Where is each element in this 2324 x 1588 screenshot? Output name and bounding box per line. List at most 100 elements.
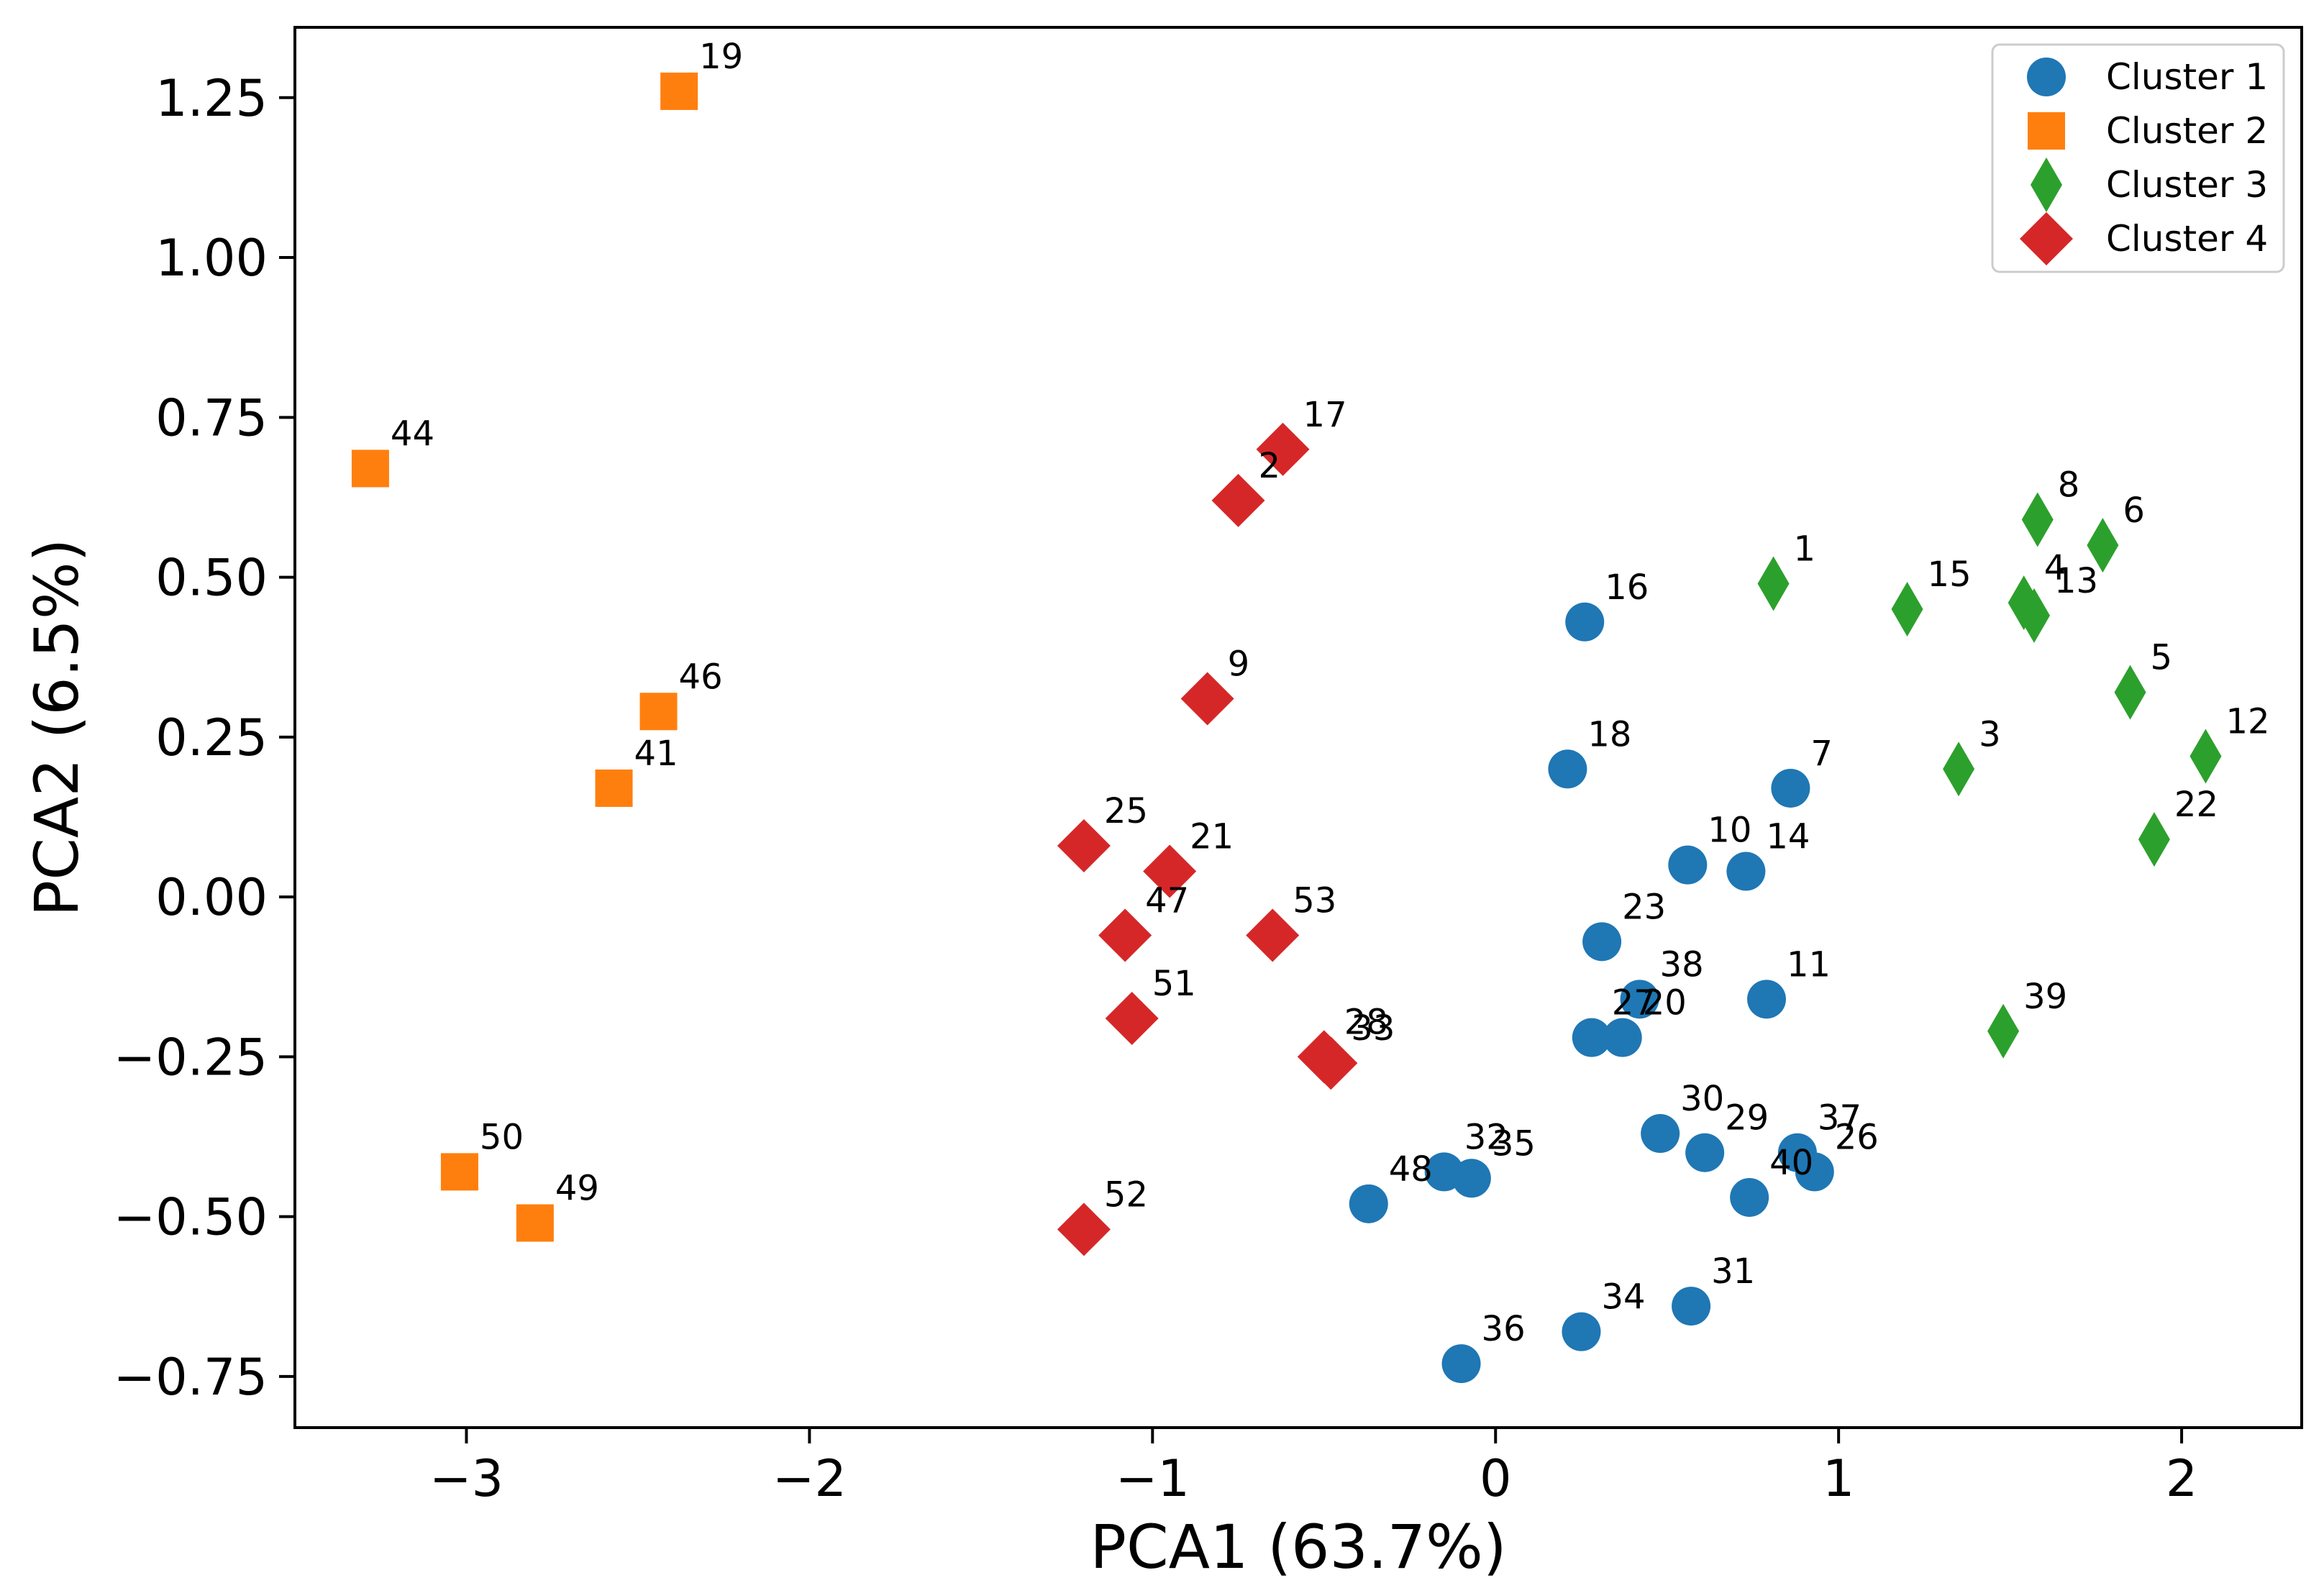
cluster-1-point-23 xyxy=(1582,922,1622,962)
point-label-34: 34 xyxy=(1601,1277,1645,1318)
point-label-18: 18 xyxy=(1587,714,1631,754)
legend: Cluster 1 Cluster 2 Cluster 3 Cluster 4 xyxy=(1991,43,2285,273)
cluster-1-point-35 xyxy=(1452,1159,1491,1198)
cluster-1-point-7 xyxy=(1771,768,1810,808)
cluster-3-point-3 xyxy=(1943,741,1975,797)
point-label-28: 28 xyxy=(1344,1002,1388,1042)
point-label-19: 19 xyxy=(699,37,743,77)
cluster-4-point-17 xyxy=(1256,422,1310,476)
cluster-3-point-22 xyxy=(2138,812,2170,867)
point-label-35: 35 xyxy=(1492,1123,1536,1164)
y-tick-label: 0.25 xyxy=(155,708,268,767)
cluster-2-point-44 xyxy=(351,450,389,488)
y-tick-label: 1.25 xyxy=(155,69,268,128)
point-label-47: 47 xyxy=(1145,880,1189,921)
x-tick-label: −1 xyxy=(1116,1449,1190,1508)
y-tick-label: 0.75 xyxy=(155,388,268,447)
x-tick-label: 2 xyxy=(2166,1449,2198,1508)
cluster-3-point-5 xyxy=(2114,665,2146,720)
point-label-20: 20 xyxy=(1643,983,1687,1023)
point-label-40: 40 xyxy=(1769,1143,1813,1183)
y-tick-label: −0.25 xyxy=(113,1028,268,1087)
axis-ticks-layer: −3 −2 −1 0 1 2 −0.75 −0.50 −0.25 0.00 0.25 0.50 0.75… xyxy=(113,69,2197,1508)
point-label-1: 1 xyxy=(1794,529,1816,569)
cluster-2-point-50 xyxy=(440,1153,478,1191)
plot-area-frame xyxy=(293,26,2303,1429)
point-label-50: 50 xyxy=(480,1117,524,1157)
cluster-4-point-21 xyxy=(1143,844,1197,898)
point-label-46: 46 xyxy=(679,657,723,697)
point-label-31: 31 xyxy=(1711,1251,1755,1292)
point-label-14: 14 xyxy=(1766,817,1810,857)
legend-marker-cluster-1 xyxy=(2027,58,2066,96)
point-label-13: 13 xyxy=(2054,561,2098,601)
cluster-3-point-8 xyxy=(2021,492,2054,547)
cluster-1-point-36 xyxy=(1441,1344,1481,1384)
x-tick-label: −2 xyxy=(773,1449,847,1508)
point-label-26: 26 xyxy=(1835,1117,1879,1157)
data-points-layer xyxy=(351,72,2222,1384)
cluster-4-point-47 xyxy=(1098,908,1152,962)
legend-marker-cluster-2 xyxy=(2028,112,2065,150)
point-label-36: 36 xyxy=(1482,1309,1526,1349)
cluster-1-point-20 xyxy=(1603,1018,1642,1057)
cluster-1-point-16 xyxy=(1565,602,1605,642)
point-label-3: 3 xyxy=(1979,714,2001,754)
x-tick-label: −3 xyxy=(429,1449,503,1508)
cluster-1-point-11 xyxy=(1747,980,1786,1019)
point-label-32: 32 xyxy=(1464,1117,1508,1157)
y-tick-label: 0.00 xyxy=(155,868,268,927)
point-label-49: 49 xyxy=(555,1169,599,1209)
cluster-3-point-15 xyxy=(1891,582,1923,637)
point-label-17: 17 xyxy=(1303,395,1347,435)
point-label-51: 51 xyxy=(1152,964,1196,1004)
cluster-1-point-29 xyxy=(1685,1133,1725,1172)
x-tick-label: 0 xyxy=(1480,1449,1512,1508)
cluster-4-point-2 xyxy=(1211,473,1265,527)
cluster-1-point-48 xyxy=(1349,1184,1388,1223)
cluster-1-point-31 xyxy=(1672,1287,1711,1326)
point-label-11: 11 xyxy=(1787,944,1831,985)
legend-box xyxy=(1991,43,2285,273)
cluster-4-point-51 xyxy=(1105,992,1159,1046)
point-label-33: 33 xyxy=(1351,1008,1395,1049)
point-label-9: 9 xyxy=(1228,644,1250,684)
point-label-29: 29 xyxy=(1725,1098,1769,1138)
point-label-27: 27 xyxy=(1612,983,1656,1023)
point-label-2: 2 xyxy=(1259,446,1281,486)
point-label-38: 38 xyxy=(1660,944,1704,985)
cluster-4-point-25 xyxy=(1057,818,1111,872)
cluster-4-point-9 xyxy=(1180,672,1234,726)
point-label-22: 22 xyxy=(2174,785,2218,825)
point-label-7: 7 xyxy=(1810,734,1833,774)
point-label-21: 21 xyxy=(1190,817,1234,857)
cluster-3-point-1 xyxy=(1757,556,1790,611)
legend-label: Cluster 3 xyxy=(2106,164,2268,206)
point-label-6: 6 xyxy=(2123,490,2145,531)
cluster-1-point-14 xyxy=(1726,852,1766,891)
cluster-1-point-10 xyxy=(1668,845,1708,885)
point-label-16: 16 xyxy=(1605,567,1649,608)
y-tick-label: 1.00 xyxy=(155,229,268,288)
cluster-3-point-39 xyxy=(1987,1003,2020,1059)
point-label-44: 44 xyxy=(391,414,434,454)
legend-label: Cluster 4 xyxy=(2106,218,2268,260)
cluster-1-point-40 xyxy=(1730,1177,1769,1217)
point-label-12: 12 xyxy=(2225,702,2269,742)
legend-marker-cluster-3 xyxy=(2031,158,2062,212)
x-axis-title: PCA1 (63.7%) xyxy=(1090,1512,1506,1582)
legend-label: Cluster 2 xyxy=(2106,110,2268,152)
point-label-52: 52 xyxy=(1104,1174,1148,1215)
cluster-3-point-12 xyxy=(2189,729,2222,784)
y-tick-label: 0.50 xyxy=(155,549,268,608)
point-label-4: 4 xyxy=(2044,548,2066,588)
cluster-4-point-53 xyxy=(1246,908,1300,962)
cluster-1-point-38 xyxy=(1620,980,1659,1019)
y-axis-title: PCA2 (6.5%) xyxy=(22,539,92,917)
point-label-48: 48 xyxy=(1389,1149,1433,1190)
cluster-2-point-41 xyxy=(595,769,633,807)
point-label-39: 39 xyxy=(2023,977,2067,1017)
